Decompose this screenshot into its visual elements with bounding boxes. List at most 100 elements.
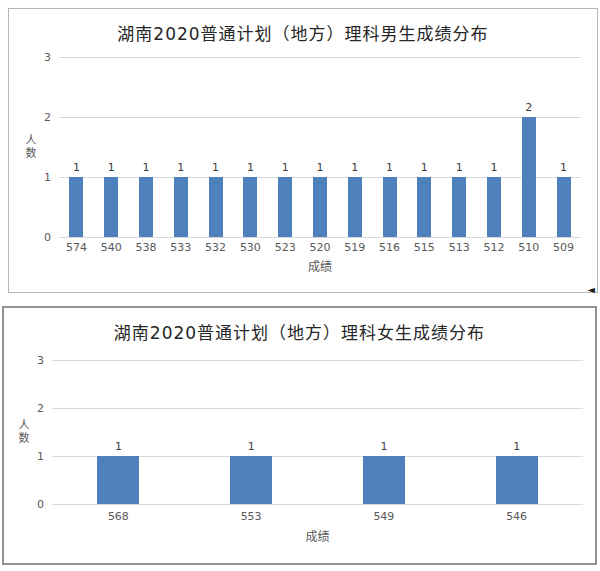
data-label: 1	[316, 162, 323, 174]
x-tick-label: 519	[337, 241, 372, 254]
bar-slot: 1	[163, 57, 198, 237]
bar	[104, 177, 118, 237]
bar	[69, 177, 83, 237]
y-tick-label: 3	[29, 51, 51, 64]
x-tick-label: 523	[268, 241, 303, 254]
data-label: 1	[247, 162, 254, 174]
page: { "artifacts": { "cursor_glyph": "◄" }, …	[0, 0, 600, 571]
bar-slot: 1	[185, 360, 318, 504]
bar-slot: 1	[337, 57, 372, 237]
bar-slot: 1	[303, 57, 338, 237]
x-tick-label: 510	[511, 241, 546, 254]
plot-area: 人数 1111 0123	[52, 360, 583, 504]
x-tick-label: 574	[59, 241, 94, 254]
data-label: 1	[380, 441, 387, 453]
bar	[230, 456, 272, 504]
data-label: 1	[386, 162, 393, 174]
bar	[313, 177, 327, 237]
x-axis-title: 成绩	[59, 257, 581, 274]
bar	[139, 177, 153, 237]
bar	[496, 456, 538, 504]
chart-title: 湖南2020普通计划（地方）理科男生成绩分布	[9, 20, 597, 45]
data-label: 1	[73, 162, 80, 174]
bar-slot: 1	[442, 57, 477, 237]
bar	[209, 177, 223, 237]
bar-slot: 1	[129, 57, 164, 237]
bar-slot: 1	[233, 57, 268, 237]
x-axis-labels: 568553549546	[52, 510, 583, 523]
bar-slot: 1	[450, 360, 583, 504]
bar	[97, 456, 139, 504]
x-tick-label: 532	[198, 241, 233, 254]
x-tick-label: 515	[407, 241, 442, 254]
female-score-distribution-chart: 湖南2020普通计划（地方）理科女生成绩分布 人数 1111 0123 5685…	[2, 306, 597, 565]
data-label: 2	[525, 102, 532, 114]
data-label: 1	[177, 162, 184, 174]
bar-slot: 1	[318, 360, 451, 504]
bar-slot: 1	[268, 57, 303, 237]
data-label: 1	[212, 162, 219, 174]
bar	[452, 177, 466, 237]
bar	[243, 177, 257, 237]
x-tick-label: 533	[163, 241, 198, 254]
x-tick-label: 540	[94, 241, 129, 254]
y-axis-title: 人数	[21, 134, 37, 160]
x-tick-label: 549	[318, 510, 451, 523]
y-tick-label: 3	[22, 354, 44, 367]
y-tick-label: 1	[29, 171, 51, 184]
bar-slot: 1	[372, 57, 407, 237]
bar-slot: 2	[511, 57, 546, 237]
x-tick-label: 538	[129, 241, 164, 254]
y-tick-label: 2	[22, 402, 44, 415]
data-label: 1	[108, 162, 115, 174]
x-tick-label: 546	[450, 510, 583, 523]
x-tick-label: 553	[185, 510, 318, 523]
cursor-icon: ◄	[587, 285, 595, 295]
data-label: 1	[142, 162, 149, 174]
x-tick-label: 513	[442, 241, 477, 254]
plot-area: 人数 111111111111121 0123	[59, 57, 581, 237]
data-label: 1	[115, 441, 122, 453]
bar-slot: 1	[52, 360, 185, 504]
data-label: 1	[513, 441, 520, 453]
bar	[363, 456, 405, 504]
bars: 1 1 1 1	[52, 360, 583, 504]
bar	[417, 177, 431, 237]
x-tick-label: 512	[477, 241, 512, 254]
bar-slot: 1	[59, 57, 94, 237]
bar	[348, 177, 362, 237]
y-tick-label: 1	[22, 450, 44, 463]
data-label: 1	[560, 162, 567, 174]
y-tick-label: 0	[22, 498, 44, 511]
data-label: 1	[248, 441, 255, 453]
x-axis-title: 成绩	[52, 527, 583, 544]
bar-slot: 1	[407, 57, 442, 237]
x-tick-label: 509	[546, 241, 581, 254]
bar	[278, 177, 292, 237]
x-tick-label: 516	[372, 241, 407, 254]
bar-slot: 1	[198, 57, 233, 237]
male-score-distribution-chart: 湖南2020普通计划（地方）理科男生成绩分布 人数 1 1 1 1 1 1 1 1 1 1 1 1 1 2…	[8, 8, 598, 293]
x-tick-label: 568	[52, 510, 185, 523]
data-label: 1	[282, 162, 289, 174]
data-label: 1	[351, 162, 358, 174]
bar-slot: 1	[546, 57, 581, 237]
data-label: 1	[456, 162, 463, 174]
x-axis-labels: 5745405385335325305235205195165155135125…	[59, 241, 581, 254]
chart-title: 湖南2020普通计划（地方）理科女生成绩分布	[4, 319, 595, 344]
bar	[383, 177, 397, 237]
bar	[487, 177, 501, 237]
y-axis-title: 人数	[14, 419, 30, 445]
bar-slot: 1	[477, 57, 512, 237]
x-tick-label: 530	[233, 241, 268, 254]
data-label: 1	[490, 162, 497, 174]
data-label: 1	[421, 162, 428, 174]
bar	[557, 177, 571, 237]
x-tick-label: 520	[303, 241, 338, 254]
bars: 1 1 1 1 1 1 1 1 1 1 1 1 1 2 1	[59, 57, 581, 237]
y-tick-label: 0	[29, 231, 51, 244]
bar	[174, 177, 188, 237]
bar-slot: 1	[94, 57, 129, 237]
y-tick-label: 2	[29, 111, 51, 124]
bar	[522, 117, 536, 237]
